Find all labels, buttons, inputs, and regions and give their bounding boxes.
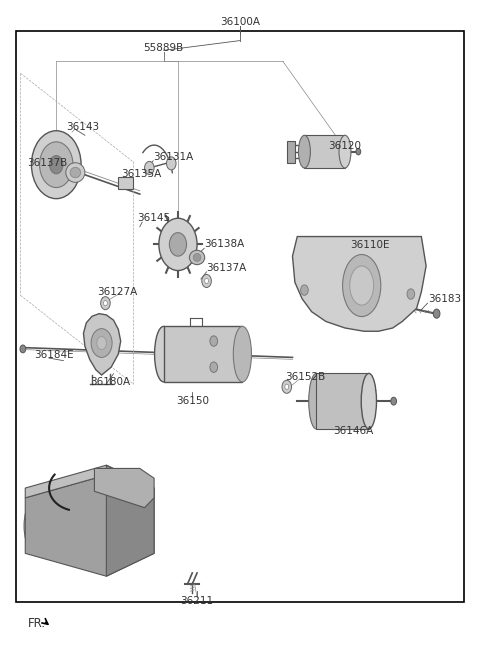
Circle shape: [433, 309, 440, 318]
Circle shape: [97, 337, 107, 350]
Circle shape: [169, 233, 187, 256]
Text: 36183: 36183: [429, 295, 462, 304]
Ellipse shape: [190, 251, 204, 264]
Circle shape: [104, 300, 108, 306]
Text: 36137A: 36137A: [206, 263, 247, 273]
Text: 36150: 36150: [176, 396, 209, 406]
Ellipse shape: [27, 516, 33, 536]
Text: FR.: FR.: [28, 617, 46, 630]
Ellipse shape: [233, 327, 252, 382]
Text: 36110E: 36110E: [350, 240, 389, 250]
Polygon shape: [292, 237, 426, 331]
Ellipse shape: [350, 266, 373, 305]
Text: 36146A: 36146A: [333, 426, 373, 436]
Polygon shape: [95, 468, 154, 508]
Ellipse shape: [193, 253, 201, 261]
Circle shape: [285, 384, 288, 390]
Polygon shape: [107, 465, 154, 576]
Circle shape: [20, 345, 26, 353]
Text: 36180A: 36180A: [90, 377, 130, 386]
Polygon shape: [25, 465, 154, 498]
Text: 36211: 36211: [180, 596, 214, 606]
Polygon shape: [316, 373, 369, 428]
Ellipse shape: [309, 373, 324, 429]
Circle shape: [144, 161, 154, 174]
Text: 36131A: 36131A: [153, 152, 193, 162]
Polygon shape: [164, 326, 242, 382]
Circle shape: [407, 289, 415, 299]
Circle shape: [101, 297, 110, 310]
Ellipse shape: [66, 163, 85, 182]
Circle shape: [91, 329, 112, 358]
FancyBboxPatch shape: [287, 140, 295, 163]
Circle shape: [32, 131, 81, 199]
Ellipse shape: [361, 373, 376, 429]
Circle shape: [356, 148, 361, 155]
Text: 36143: 36143: [66, 122, 99, 132]
Circle shape: [39, 142, 73, 188]
Ellipse shape: [24, 506, 36, 546]
Polygon shape: [84, 314, 120, 375]
Circle shape: [210, 362, 217, 373]
Ellipse shape: [299, 135, 311, 168]
Text: 55889B: 55889B: [144, 43, 184, 53]
Polygon shape: [25, 475, 154, 576]
Circle shape: [204, 278, 208, 283]
Text: 36135A: 36135A: [121, 169, 162, 179]
Text: 36100A: 36100A: [220, 17, 260, 28]
Circle shape: [159, 218, 197, 270]
Ellipse shape: [155, 327, 173, 382]
Text: 36138A: 36138A: [204, 239, 244, 249]
Circle shape: [202, 274, 211, 287]
FancyBboxPatch shape: [304, 135, 345, 168]
Ellipse shape: [343, 255, 381, 317]
Circle shape: [49, 155, 63, 174]
Text: 36127A: 36127A: [97, 287, 137, 297]
Circle shape: [300, 285, 308, 295]
Ellipse shape: [70, 167, 81, 178]
Circle shape: [282, 380, 291, 394]
Text: 36137B: 36137B: [28, 157, 68, 168]
FancyBboxPatch shape: [118, 177, 132, 189]
Text: 36152B: 36152B: [285, 372, 325, 382]
Circle shape: [391, 398, 396, 405]
Text: 36184E: 36184E: [34, 350, 73, 360]
Text: 36120: 36120: [328, 142, 361, 152]
Circle shape: [210, 336, 217, 346]
Text: 36145: 36145: [137, 213, 170, 223]
Ellipse shape: [339, 135, 351, 168]
Circle shape: [167, 157, 176, 170]
